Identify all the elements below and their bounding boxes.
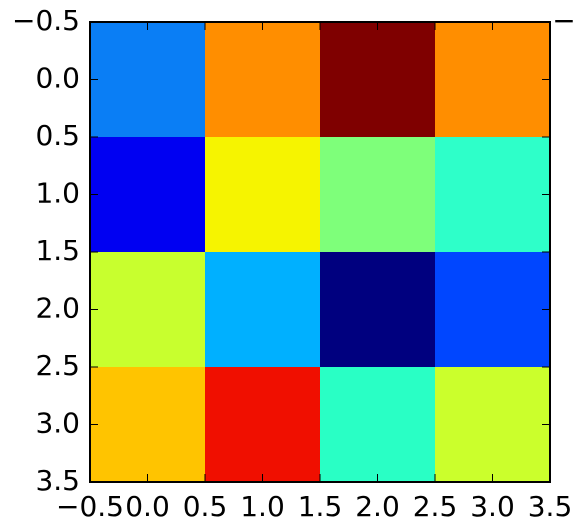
heatmap-cell	[435, 22, 550, 137]
x-tick-label: 2.0	[355, 490, 400, 523]
y-tick-label: −0.5	[12, 4, 80, 37]
heatmap-cell	[435, 252, 550, 367]
x-tick-label: −0.5	[56, 490, 124, 523]
y-tick-label: 3.5	[35, 464, 80, 497]
heatmap-cells	[90, 22, 550, 482]
y-tick-label: 2.5	[35, 349, 80, 382]
heatmap-cell	[205, 22, 320, 137]
heatmap-cell	[205, 367, 320, 482]
x-tick-label: 3.0	[470, 490, 515, 523]
x-tick-label: 2.5	[413, 490, 458, 523]
heatmap-cell	[435, 137, 550, 252]
y-tick-label: 3.0	[35, 407, 80, 440]
axis-ticks	[89, 21, 551, 483]
x-tick-label: 1.0	[240, 490, 285, 523]
heatmap-cell	[435, 367, 550, 482]
heatmap-cell	[205, 252, 320, 367]
y-tick-label: 0.5	[35, 119, 80, 152]
x-tick-label: 0.0	[125, 490, 170, 523]
x-tick-label: 1.5	[298, 490, 343, 523]
y-tick-label: 0.0	[35, 62, 80, 95]
x-tick-label: 0.5	[183, 490, 228, 523]
y-axis-tick-labels: −0.5 0.0 0.5 1.0 1.5 2.0 2.5 3.0 3.5	[12, 4, 80, 497]
heatmap-cell	[205, 137, 320, 252]
heatmap-cell	[320, 137, 435, 252]
top-right-tick-label-fragment: −	[552, 4, 575, 37]
heatmap-cell	[320, 252, 435, 367]
heatmap-cell	[90, 367, 205, 482]
x-axis-tick-labels: −0.5 0.0 0.5 1.0 1.5 2.0 2.5 3.0 3.5	[56, 490, 572, 523]
heatmap-cell	[320, 367, 435, 482]
heatmap-cell	[90, 137, 205, 252]
x-tick-label: 3.5	[528, 490, 573, 523]
y-tick-label: 1.0	[35, 177, 80, 210]
y-tick-label: 2.0	[35, 292, 80, 325]
heatmap-cell	[320, 22, 435, 137]
heatmap-cell	[90, 22, 205, 137]
heatmap-cell	[90, 252, 205, 367]
y-tick-label: 1.5	[35, 234, 80, 267]
